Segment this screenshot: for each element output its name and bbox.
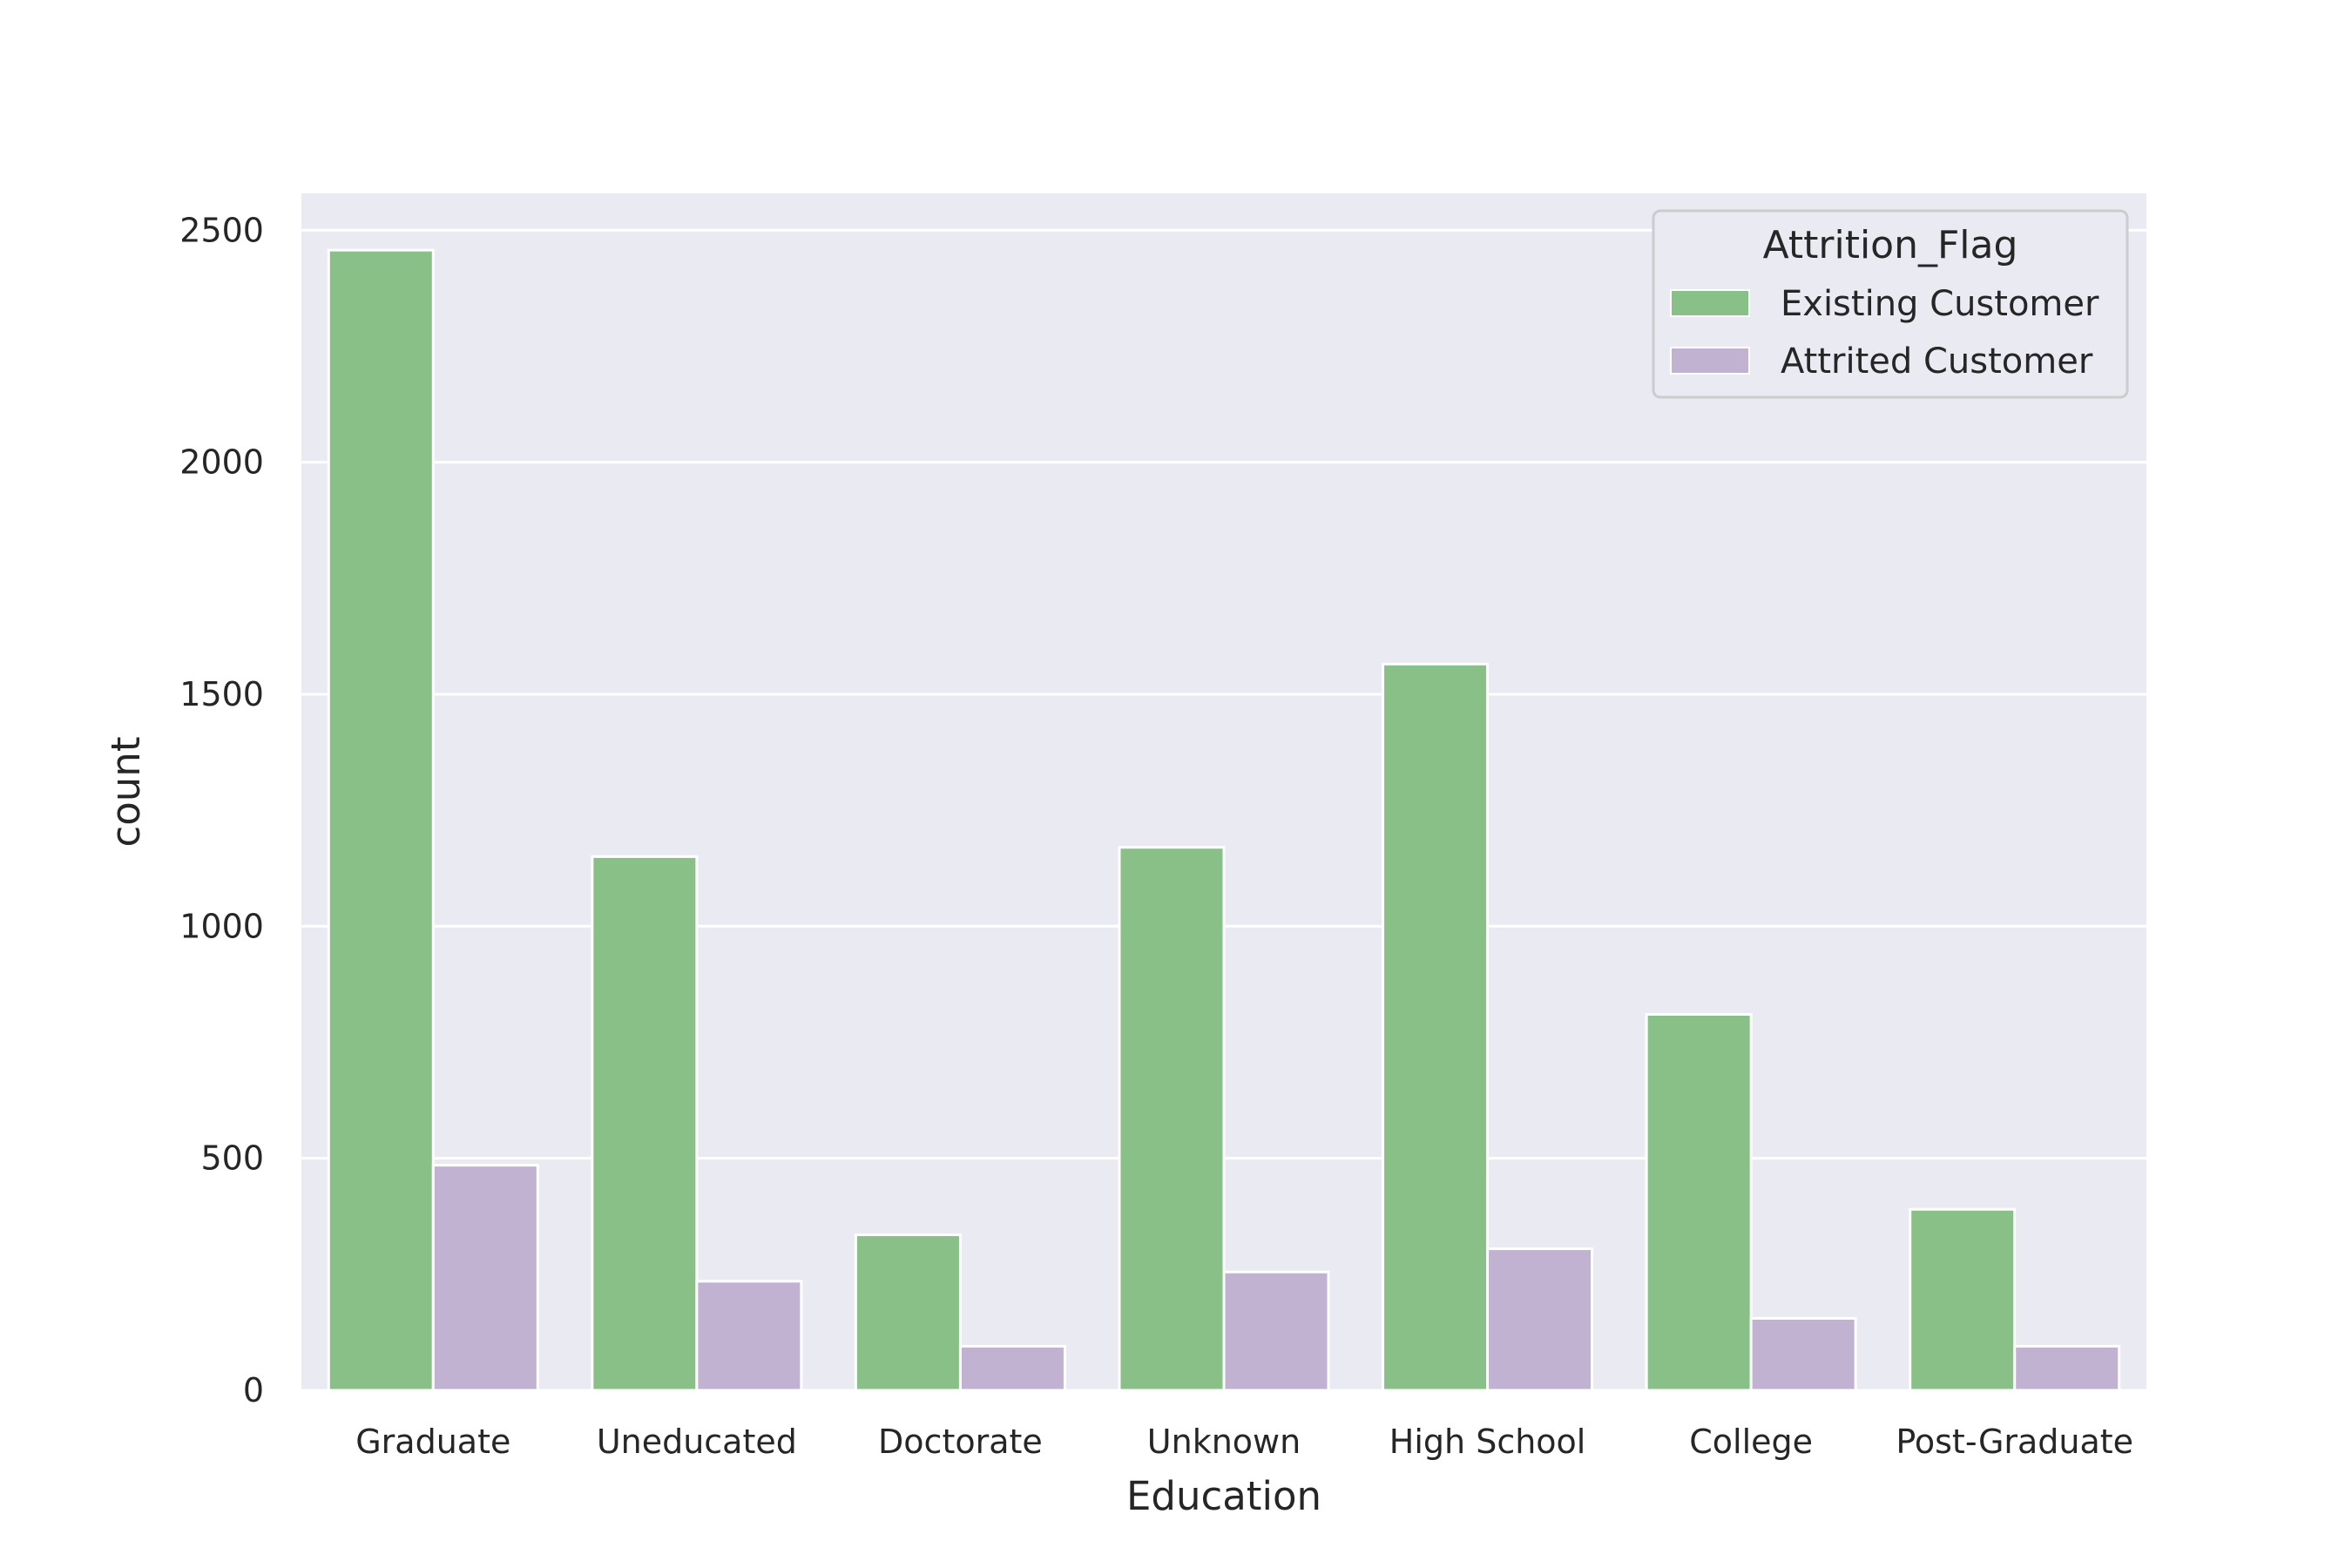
bar-existing-post-graduate — [1909, 1207, 2017, 1392]
y-tick-label: 0 — [243, 1371, 264, 1409]
bar-attrited-post-graduate — [2013, 1344, 2121, 1392]
x-tick-label: Uneducated — [597, 1423, 797, 1461]
legend-title: Attrition_Flag — [1763, 223, 2018, 267]
y-tick-label: 2000 — [179, 443, 264, 482]
y-axis-title: count — [103, 737, 149, 848]
x-tick-label: Unknown — [1147, 1423, 1301, 1461]
x-tick-label: Doctorate — [878, 1423, 1043, 1461]
x-tick-label: Post-Graduate — [1896, 1423, 2133, 1461]
y-tick-label: 1500 — [179, 675, 264, 713]
bar-attrited-unknown — [1222, 1270, 1330, 1392]
bar-existing-doctorate — [854, 1233, 962, 1392]
x-tick-label: Graduate — [355, 1423, 510, 1461]
y-tick-label: 2500 — [179, 211, 264, 249]
bar-attrited-graduate — [431, 1164, 539, 1392]
y-axis-ticks: 0 500 1000 1500 2000 2500 — [179, 211, 264, 1409]
legend-swatch — [1670, 347, 1750, 375]
bar-existing-college — [1645, 1013, 1753, 1392]
legend-label: Attrited Customer — [1781, 341, 2093, 382]
x-tick-label: High School — [1389, 1423, 1586, 1461]
bar-existing-graduate — [327, 248, 435, 1392]
legend-swatch — [1670, 289, 1750, 317]
y-tick-label: 1000 — [179, 907, 264, 945]
bars — [327, 248, 2121, 1392]
legend-frame — [1652, 209, 2129, 399]
bar-attrited-uneducated — [695, 1280, 803, 1392]
bar-attrited-doctorate — [958, 1344, 1066, 1392]
x-axis-title: Education — [1126, 1473, 1321, 1519]
x-axis-ticks: Graduate Uneducated Doctorate Unknown High S… — [355, 1423, 2133, 1461]
bar-existing-high-school — [1382, 662, 1490, 1392]
bar-existing-unknown — [1118, 846, 1226, 1392]
bar-attrited-high-school — [1486, 1247, 1594, 1392]
bar-existing-uneducated — [591, 855, 699, 1392]
y-tick-label: 500 — [200, 1139, 264, 1178]
x-tick-label: College — [1689, 1423, 1813, 1461]
legend-label: Existing Customer — [1781, 284, 2099, 324]
legend: Attrition_Flag Existing Customer Attrited… — [1652, 209, 2129, 399]
bar-attrited-college — [1749, 1316, 1857, 1392]
